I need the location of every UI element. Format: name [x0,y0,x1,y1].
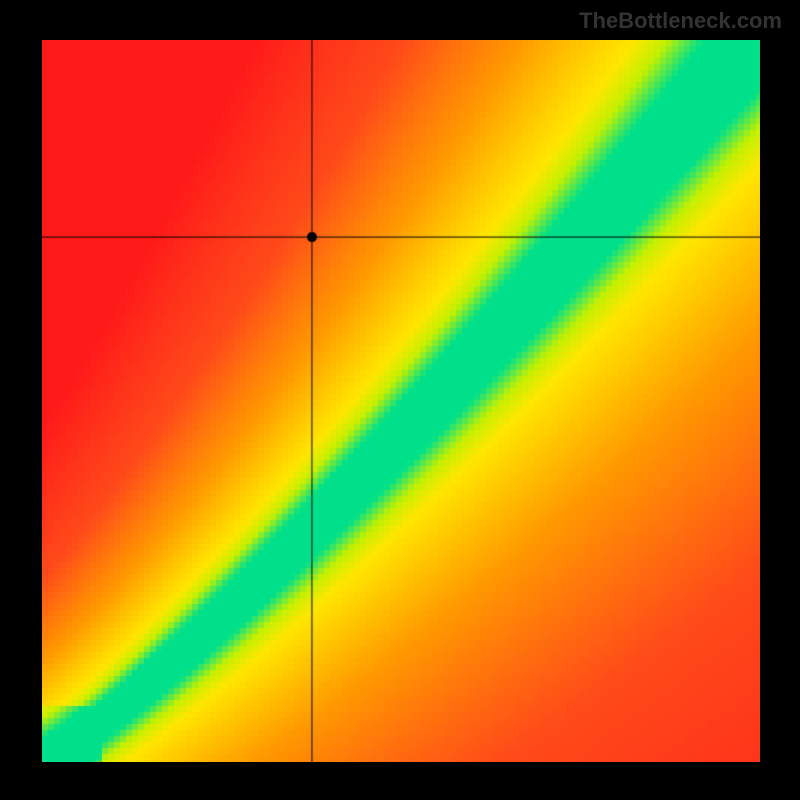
watermark-text: TheBottleneck.com [579,8,782,34]
heatmap-canvas [42,40,760,762]
heatmap-plot [42,40,760,762]
